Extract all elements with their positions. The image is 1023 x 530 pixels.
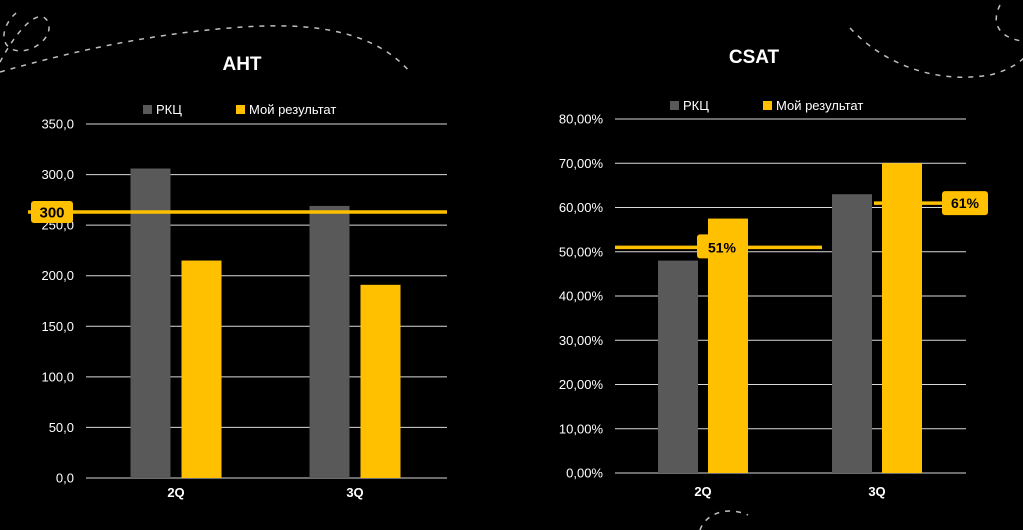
aht-legend-label: РКЦ: [156, 102, 182, 117]
aht-legend-label: Мой результат: [249, 102, 336, 117]
decor-wave-top-left: [0, 25, 411, 73]
csat-chart: CSAT 0,00% 10,00% 20,00% 30,00% 40,00% 50,00% 6…: [559, 47, 988, 499]
csat-y-tick-label: 0,00%: [566, 466, 603, 481]
csat-chart-title: CSAT: [729, 47, 780, 68]
csat-y-tick-label: 10,00%: [559, 421, 604, 436]
csat-y-tick-label: 20,00%: [559, 377, 604, 392]
csat-bar-rkc: [832, 194, 872, 473]
aht-bar-mine: [181, 260, 222, 478]
csat-legend-swatch: [670, 101, 679, 110]
decorative-dashes: [0, 4, 1023, 530]
csat-bar-mine: [708, 218, 748, 473]
csat-legend-label: Мой результат: [776, 98, 863, 113]
aht-bar-rkc: [309, 205, 350, 478]
decor-arc-top-right: [995, 4, 1023, 42]
aht-bar-mine: [360, 284, 401, 478]
aht-x-tick-label: 3Q: [346, 485, 363, 500]
csat-y-tick-label: 80,00%: [559, 112, 604, 127]
aht-y-tick-label: 300,0: [41, 167, 74, 182]
aht-y-tick-label: 200,0: [41, 268, 74, 283]
decor-arc-bottom: [699, 510, 749, 530]
csat-target-label-3q: 61%: [951, 195, 980, 211]
decor-swirl-top-left: [0, 9, 50, 64]
aht-y-tick-label: 0,0: [56, 471, 74, 486]
aht-chart: AHT0,050,0100,0150,0200,0250,0300,0350,0…: [28, 54, 447, 500]
csat-target-badge-3q: [942, 191, 988, 216]
csat-target-label-2q: 51%: [708, 239, 737, 255]
csat-bar-rkc: [658, 260, 698, 473]
aht-y-tick-label: 150,0: [41, 319, 74, 334]
csat-x-tick-label: 3Q: [868, 484, 885, 499]
decor-curve-top-right: [849, 27, 1023, 78]
csat-y-tick-label: 40,00%: [559, 289, 604, 304]
aht-y-tick-label: 100,0: [41, 369, 74, 384]
csat-y-tick-label: 30,00%: [559, 333, 604, 348]
aht-target-badge: [31, 200, 73, 223]
csat-x-tick-label: 2Q: [694, 484, 711, 499]
csat-legend-swatch: [763, 101, 772, 110]
aht-legend-swatch: [236, 105, 245, 114]
csat-y-tick-label: 70,00%: [559, 156, 604, 171]
aht-y-tick-label: 50,0: [49, 420, 74, 435]
aht-bar-rkc: [130, 168, 171, 478]
aht-y-tick-label: 350,0: [41, 117, 74, 132]
csat-target-badge-2q: [697, 234, 747, 259]
aht-target-label: 300: [39, 204, 64, 221]
aht-legend-swatch: [143, 105, 152, 114]
aht-x-tick-label: 2Q: [167, 485, 184, 500]
csat-bar-mine: [882, 163, 922, 473]
csat-legend-label: РКЦ: [683, 98, 709, 113]
csat-y-tick-label: 50,00%: [559, 244, 604, 259]
csat-y-tick-label: 60,00%: [559, 200, 604, 215]
aht-chart-title: AHT: [222, 54, 261, 75]
